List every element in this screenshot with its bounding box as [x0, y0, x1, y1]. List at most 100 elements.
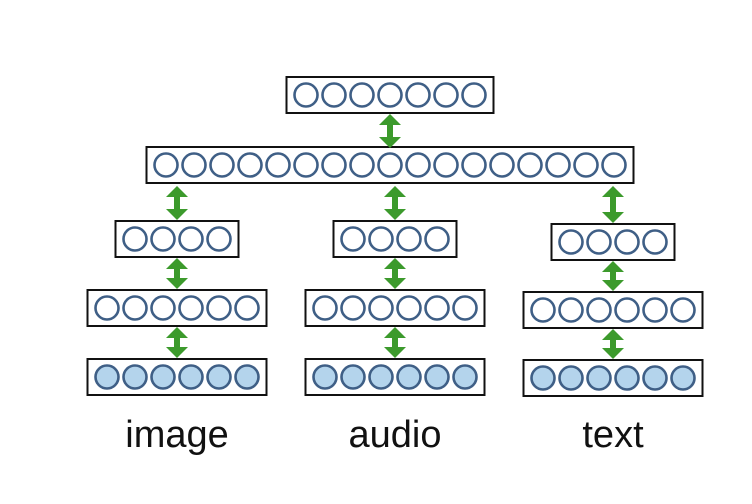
neuron-unit — [517, 152, 543, 178]
neuron-unit — [405, 152, 431, 178]
neuron-unit — [340, 226, 366, 252]
joint-shared-layer — [145, 146, 635, 184]
neuron-unit — [642, 365, 668, 391]
arrow-audio-joint — [384, 186, 406, 220]
arrow-text-joint — [602, 186, 624, 223]
neuron-unit — [573, 152, 599, 178]
neuron-unit — [489, 152, 515, 178]
neuron-unit — [94, 295, 120, 321]
arrow-image-h2-h1 — [166, 258, 188, 289]
modality-label-audio: audio — [349, 414, 442, 456]
neuron-unit — [558, 297, 584, 323]
neuron-unit — [349, 152, 375, 178]
neuron-unit — [293, 152, 319, 178]
arrow-top-joint — [379, 114, 401, 148]
neuron-unit — [349, 82, 375, 108]
neuron-unit — [424, 226, 450, 252]
modality-label-image: image — [125, 414, 229, 456]
neuron-unit — [368, 295, 394, 321]
neuron-unit — [670, 297, 696, 323]
arrow-audio-h1-input — [384, 327, 406, 358]
neuron-unit — [614, 229, 640, 255]
neuron-unit — [586, 365, 612, 391]
neuron-unit — [122, 295, 148, 321]
neuron-unit — [237, 152, 263, 178]
neuron-unit — [424, 295, 450, 321]
neuron-unit — [321, 82, 347, 108]
neuron-unit — [405, 82, 431, 108]
neuron-unit — [424, 364, 450, 390]
neuron-unit — [178, 226, 204, 252]
arrow-image-joint — [166, 186, 188, 220]
neuron-unit — [234, 364, 260, 390]
neuron-unit — [321, 152, 347, 178]
audio-hidden1-layer — [304, 289, 486, 327]
neuron-unit — [614, 365, 640, 391]
neuron-unit — [150, 295, 176, 321]
neuron-unit — [377, 152, 403, 178]
neuron-unit — [433, 82, 459, 108]
neuron-unit — [368, 226, 394, 252]
neuron-unit — [94, 364, 120, 390]
neuron-unit — [601, 152, 627, 178]
neuron-unit — [452, 295, 478, 321]
neuron-unit — [206, 364, 232, 390]
neuron-unit — [558, 365, 584, 391]
neuron-unit — [377, 82, 403, 108]
text-hidden1-layer — [522, 291, 704, 329]
neuron-unit — [433, 152, 459, 178]
neuron-unit — [396, 295, 422, 321]
image-hidden2-layer — [114, 220, 240, 258]
neuron-unit — [265, 152, 291, 178]
neuron-unit — [368, 364, 394, 390]
top-shared-layer — [285, 76, 495, 114]
neuron-unit — [122, 364, 148, 390]
arrow-text-h2-h1 — [602, 261, 624, 291]
arrow-audio-h2-h1 — [384, 258, 406, 289]
audio-hidden2-layer — [332, 220, 458, 258]
neuron-unit — [312, 364, 338, 390]
neuron-unit — [150, 364, 176, 390]
neuron-unit — [461, 82, 487, 108]
neuron-unit — [340, 364, 366, 390]
neuron-unit — [530, 365, 556, 391]
neuron-unit — [461, 152, 487, 178]
neuron-unit — [545, 152, 571, 178]
modality-label-text: text — [582, 414, 644, 456]
neuron-unit — [530, 297, 556, 323]
neuron-unit — [670, 365, 696, 391]
neuron-unit — [234, 295, 260, 321]
neuron-unit — [122, 226, 148, 252]
neuron-unit — [642, 229, 668, 255]
neuron-unit — [586, 297, 612, 323]
neuron-unit — [293, 82, 319, 108]
text-input-layer — [522, 359, 704, 397]
arrow-image-h1-input — [166, 327, 188, 358]
neuron-unit — [614, 297, 640, 323]
neuron-unit — [452, 364, 478, 390]
layers-group — [86, 76, 704, 397]
image-hidden1-layer — [86, 289, 268, 327]
neuron-unit — [153, 152, 179, 178]
image-input-layer — [86, 358, 268, 396]
arrow-text-h1-input — [602, 329, 624, 359]
neuron-unit — [178, 295, 204, 321]
neuron-unit — [642, 297, 668, 323]
neuron-unit — [150, 226, 176, 252]
neuron-unit — [181, 152, 207, 178]
neuron-unit — [312, 295, 338, 321]
neuron-unit — [396, 364, 422, 390]
labels-group: image audio text — [125, 414, 644, 456]
neuron-unit — [209, 152, 235, 178]
arrows-group — [166, 114, 624, 359]
neuron-unit — [396, 226, 422, 252]
neuron-unit — [586, 229, 612, 255]
neuron-unit — [558, 229, 584, 255]
neuron-unit — [178, 364, 204, 390]
neuron-unit — [206, 226, 232, 252]
neuron-unit — [206, 295, 232, 321]
text-hidden2-layer — [550, 223, 676, 261]
audio-input-layer — [304, 358, 486, 396]
neuron-unit — [340, 295, 366, 321]
